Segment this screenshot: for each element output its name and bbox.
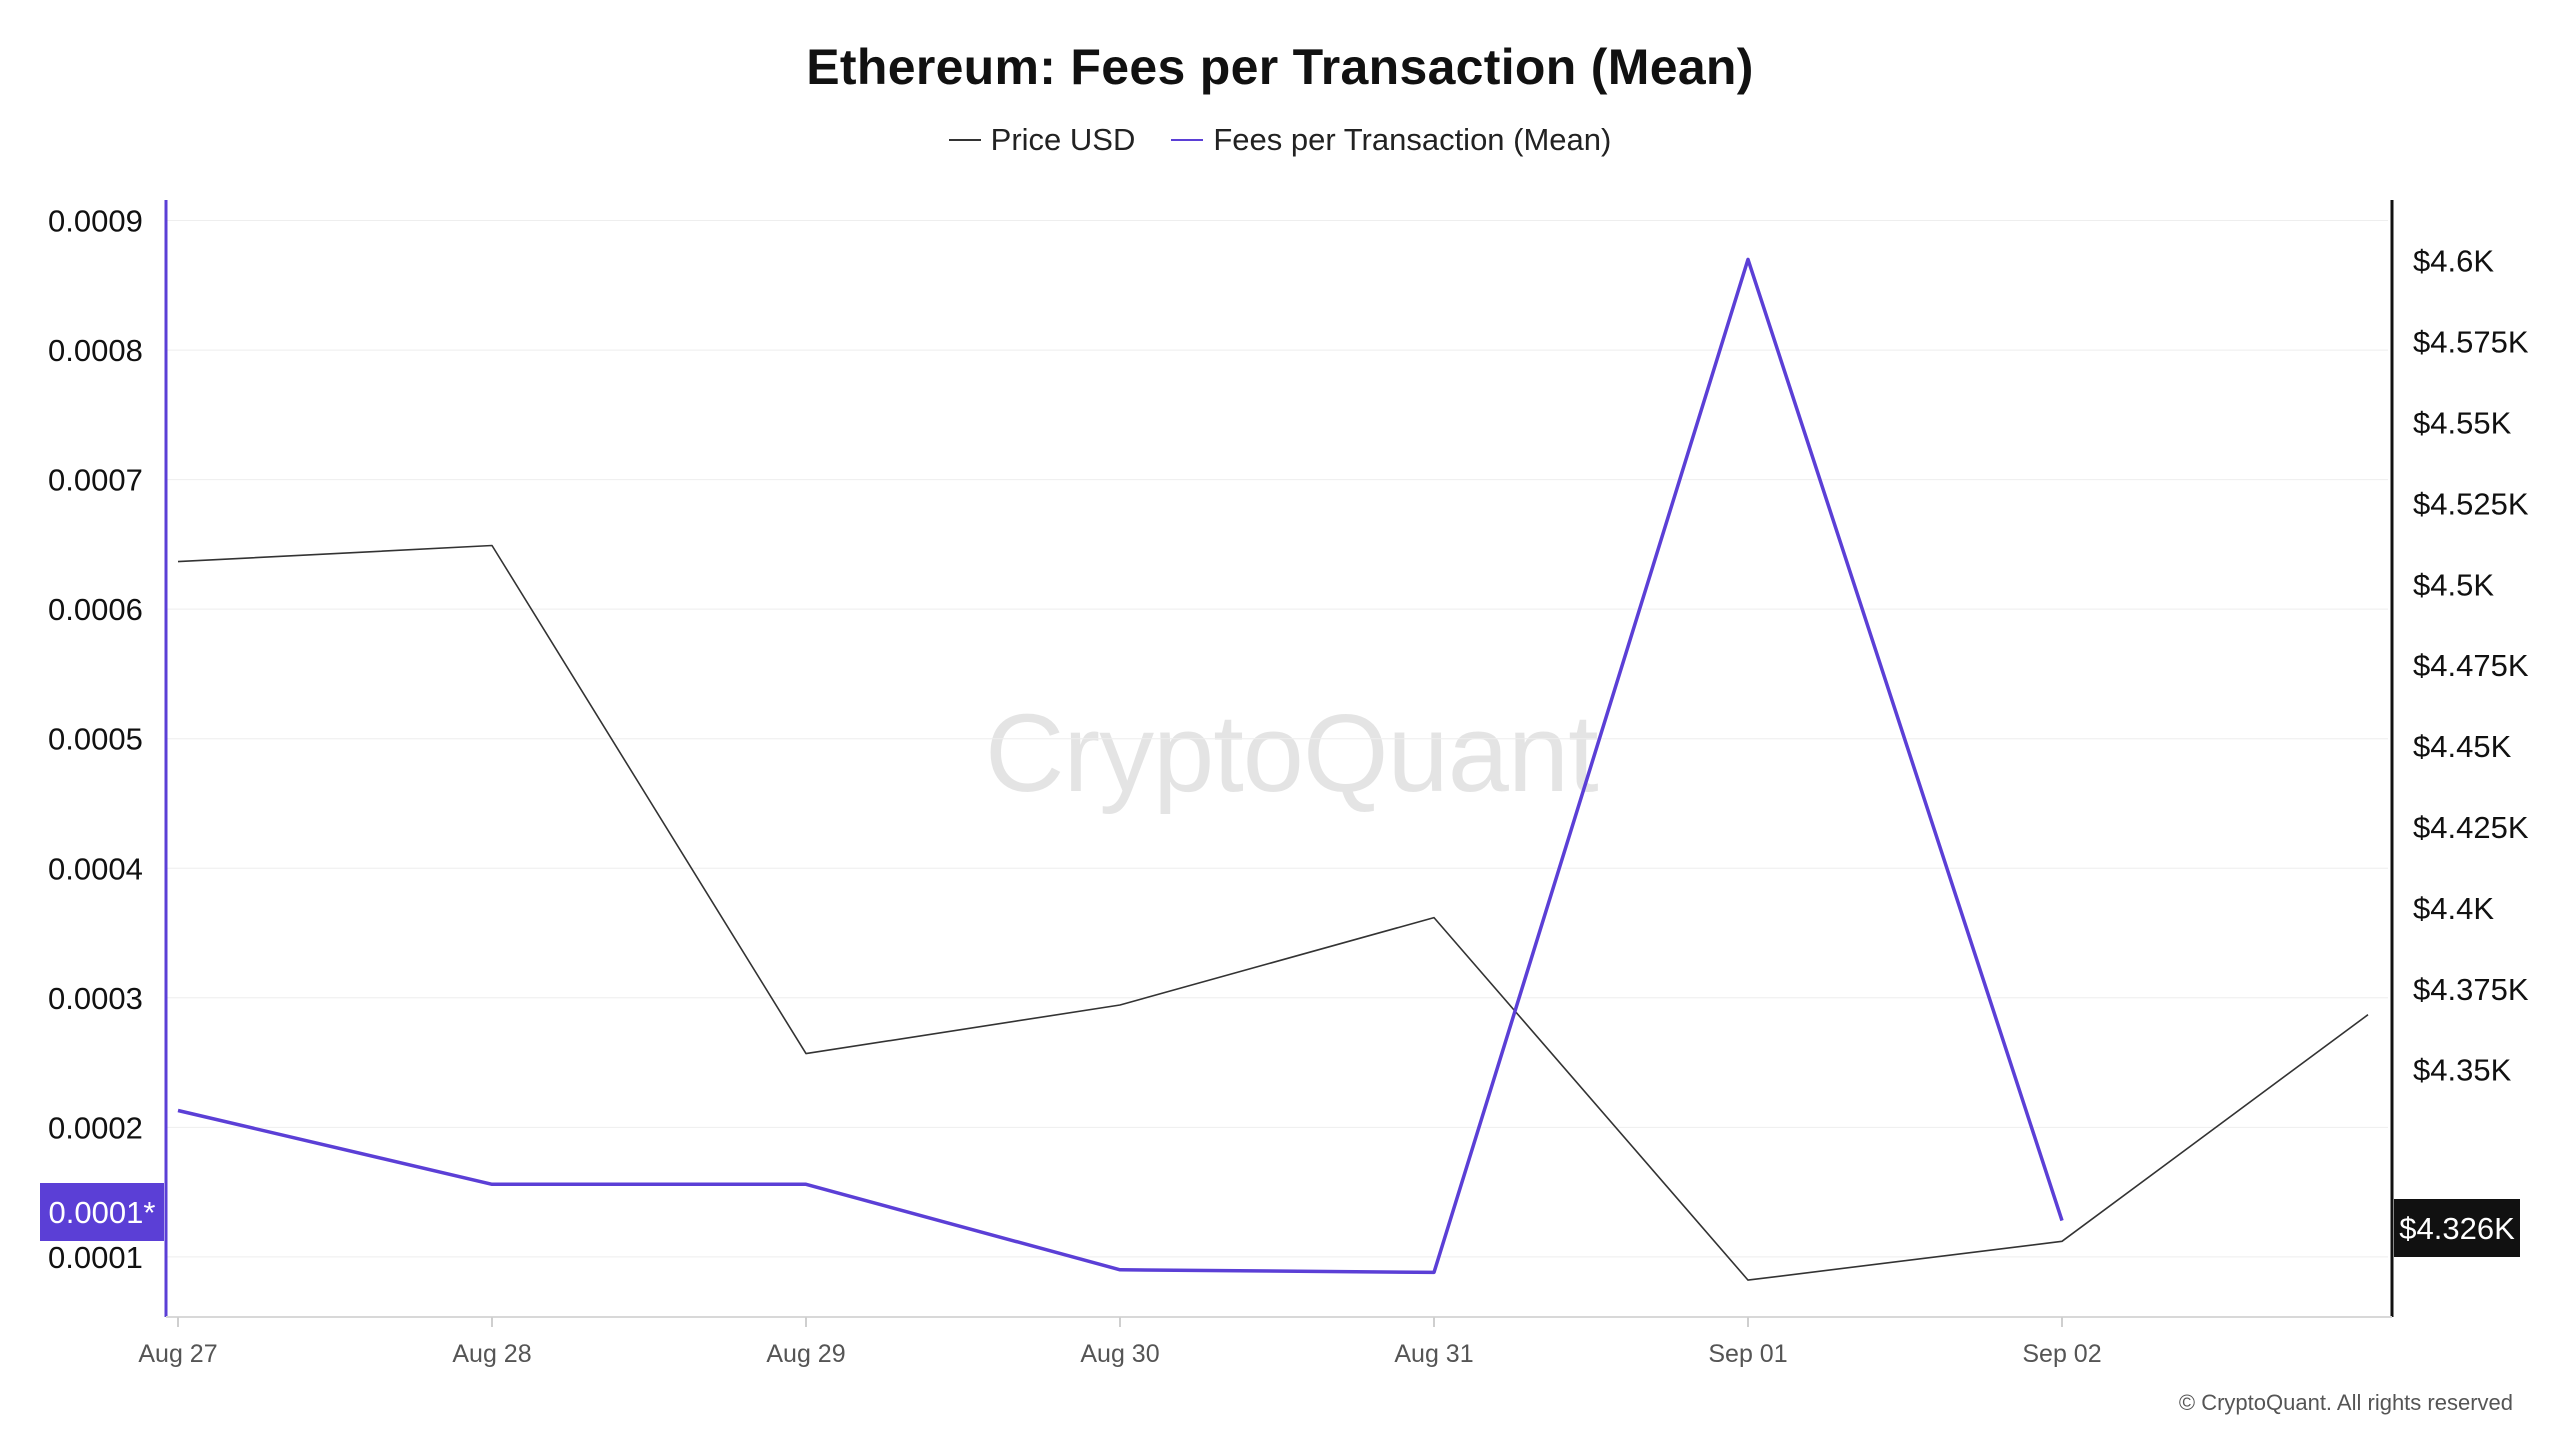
price-usd-line <box>177 544 2369 1281</box>
copyright-notice: © CryptoQuant. All rights reserved <box>2178 1390 2513 1415</box>
series-lines <box>177 257 2369 1281</box>
right-current-label: $4.326K <box>2399 1211 2515 1246</box>
y-left-tick-label: 0.0005 <box>48 722 143 757</box>
left-current-label: 0.0001* <box>49 1195 156 1230</box>
legend-item-price[interactable]: Price USD <box>948 122 1136 158</box>
legend-swatch-price <box>948 139 981 141</box>
y-left-tick-label: 0.0007 <box>48 463 143 498</box>
x-tick-label: Sep 01 <box>1708 1340 1787 1368</box>
y-right-tick-label: $4.525K <box>2413 486 2529 521</box>
grid-lines <box>166 220 2388 1258</box>
x-tick-label: Aug 29 <box>766 1340 845 1368</box>
y-right-tick-label: $4.375K <box>2413 972 2529 1007</box>
y-right-tick-label: $4.425K <box>2413 810 2529 845</box>
x-tick-label: Aug 30 <box>1080 1340 1159 1368</box>
y-right-tick-label: $4.575K <box>2413 325 2529 360</box>
chart-title: Ethereum: Fees per Transaction (Mean) <box>806 39 1754 95</box>
watermark: CryptoQuant <box>985 692 1599 815</box>
legend-label-price: Price USD <box>990 122 1136 157</box>
y-right-tick-label: $4.45K <box>2413 729 2512 764</box>
y-left-tick-label: 0.0009 <box>48 204 143 239</box>
current-value-badges: 0.0001* $4.326K <box>40 1183 2520 1257</box>
y-right-tick-label: $4.55K <box>2413 405 2512 440</box>
right-current-badge <box>2394 1199 2520 1257</box>
y-left-tick-label: 0.0008 <box>48 333 143 368</box>
x-tick-label: Aug 31 <box>1394 1340 1473 1368</box>
left-current-badge <box>40 1183 164 1241</box>
y-right-tick-label: $4.4K <box>2413 891 2494 926</box>
y-right-tick-label: $4.475K <box>2413 648 2529 683</box>
tick-labels: 0.0001 0.0002 0.0003 0.0004 0.0005 0.0006 0.00… <box>48 204 2529 1368</box>
fees-per-transaction-line <box>177 257 2064 1275</box>
y-left-tick-label: 0.0003 <box>48 981 143 1016</box>
x-tick-label: Sep 02 <box>2022 1340 2101 1368</box>
legend-swatch-fees <box>1171 139 1204 141</box>
axes <box>164 200 2394 1327</box>
y-left-tick-label: 0.0006 <box>48 592 143 627</box>
x-tick-label: Aug 28 <box>452 1340 531 1368</box>
legend-label-fees: Fees per Transaction (Mean) <box>1213 122 1612 157</box>
x-tick-label: Aug 27 <box>138 1340 217 1368</box>
legend: Price USD Fees per Transaction (Mean) <box>0 122 2560 158</box>
y-left-tick-label: 0.0004 <box>48 851 143 886</box>
y-right-tick-label: $4.5K <box>2413 567 2494 602</box>
y-left-tick-label: 0.0001 <box>48 1240 143 1275</box>
legend-item-fees[interactable]: Fees per Transaction (Mean) <box>1171 122 1611 158</box>
y-right-tick-label: $4.6K <box>2413 244 2494 279</box>
y-right-tick-label: $4.35K <box>2413 1053 2512 1088</box>
y-left-tick-label: 0.0002 <box>48 1110 143 1145</box>
